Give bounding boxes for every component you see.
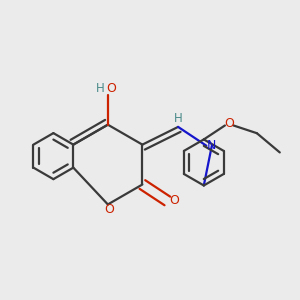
Text: O: O (225, 117, 235, 130)
Text: O: O (106, 82, 116, 94)
Text: H: H (174, 112, 182, 125)
Text: O: O (104, 203, 114, 217)
Text: H: H (96, 82, 105, 94)
Text: O: O (169, 194, 179, 207)
Text: N: N (207, 139, 217, 152)
